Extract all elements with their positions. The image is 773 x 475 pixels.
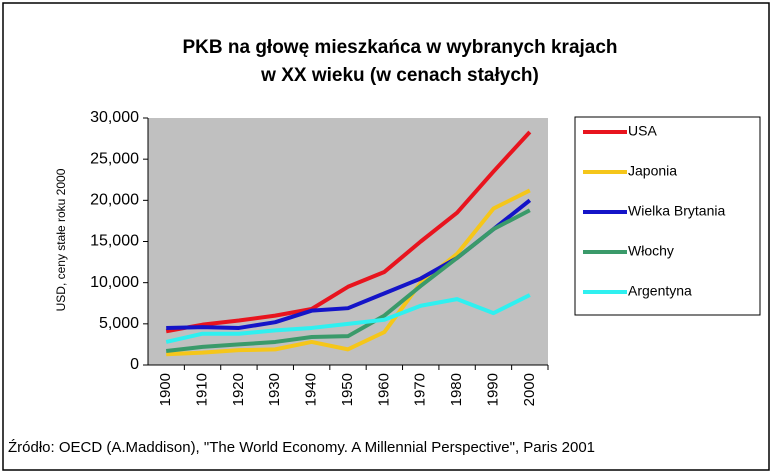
legend-label: Włochy [628,243,674,259]
x-tick-label: 2000 [521,373,538,406]
y-axis-label: USD, ceny stałe roku 2000 [54,168,68,311]
legend-label: USA [628,123,657,139]
x-tick-label: 1930 [266,373,283,406]
chart-title: w XX wieku (w cenach stałych) [260,65,539,86]
chart-title: PKB na głowę mieszkańca w wybranych kraj… [182,37,617,58]
x-tick-label: 1920 [230,373,247,406]
source-note: Źródło: OECD (A.Maddison), "The World Ec… [8,439,595,456]
y-tick-label: 25,000 [90,150,139,167]
series-line [165,208,531,353]
y-tick-label: 20,000 [90,192,139,209]
y-tick-label: 0 [130,356,139,373]
legend-box [574,116,761,316]
y-tick-label: 5,000 [99,315,139,332]
y-tick-label: 10,000 [90,274,139,291]
x-tick-label: 1980 [448,373,465,406]
series-line [165,293,531,344]
x-tick-label: 1950 [339,373,356,406]
y-tick-label: 15,000 [90,233,139,250]
x-tick-label: 1970 [412,373,429,406]
series-line [166,188,531,357]
legend-label: Argentyna [628,283,692,299]
y-tick-label: 30,000 [90,109,139,126]
x-tick-label: 1940 [303,373,320,406]
x-tick-label: 1990 [484,373,501,406]
x-tick-label: 1960 [375,373,392,406]
x-tick-label: 1910 [194,373,211,406]
legend-label: Wielka Brytania [628,203,725,219]
x-tick-label: 1900 [157,373,174,406]
legend-label: Japonia [628,163,677,179]
series-line [165,130,532,334]
